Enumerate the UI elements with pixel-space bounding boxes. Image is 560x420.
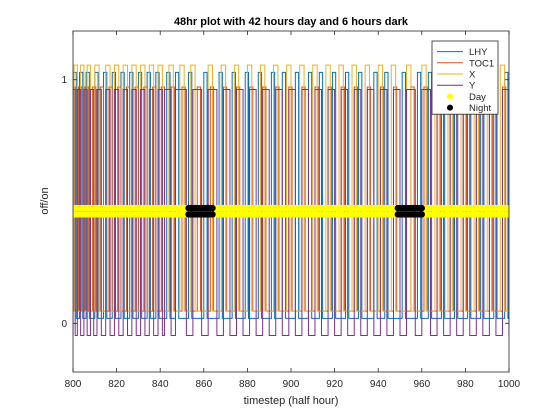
legend-box [431, 40, 499, 115]
x-tick-label: 840 [152, 379, 169, 390]
legend-swatch-night [447, 104, 453, 111]
x-tick-label: 920 [326, 379, 343, 390]
night-marker [209, 211, 216, 218]
plot-content [73, 64, 509, 336]
series-line-x [73, 64, 509, 312]
x-tick-label: 1000 [498, 379, 521, 390]
series-line-y [73, 88, 509, 336]
night-marker [418, 211, 425, 218]
y-axis-label: off/on [39, 187, 51, 214]
legend-label-day: Day [469, 92, 486, 103]
legend-label-x: X [469, 70, 476, 81]
x-axis-label: timestep (half hour) [244, 395, 339, 407]
y-tick-label: 0 [61, 319, 67, 330]
legend-label-toc1: TOC1 [469, 58, 494, 69]
x-tick-label: 940 [370, 379, 387, 390]
x-tick-label: 980 [457, 379, 474, 390]
marker-group-day [73, 204, 509, 218]
x-tick-label: 860 [195, 379, 212, 390]
x-tick-label: 820 [108, 379, 125, 390]
legend-swatch-day [447, 93, 453, 100]
y-tick-label: 1 [61, 75, 67, 86]
night-marker [209, 204, 216, 212]
legend-label-lhy: LHY [469, 47, 488, 58]
x-tick-label: 800 [65, 379, 82, 390]
chart-title: 48hr plot with 42 hours day and 6 hours … [174, 16, 409, 28]
legend-label-y: Y [469, 81, 476, 92]
x-tick-label: 900 [283, 379, 300, 390]
day-marker [505, 204, 509, 212]
series-line-lhy [73, 71, 509, 319]
x-tick-label: 960 [413, 379, 430, 390]
axes: 800 820 840 860 880 900 920 940 960 980 1000 0 1 [61, 30, 521, 390]
day-marker [505, 211, 509, 218]
x-tick-label: 880 [239, 379, 256, 390]
legend-label-night: Night [469, 103, 492, 114]
marker-group-night [185, 204, 425, 218]
night-marker [418, 204, 425, 212]
